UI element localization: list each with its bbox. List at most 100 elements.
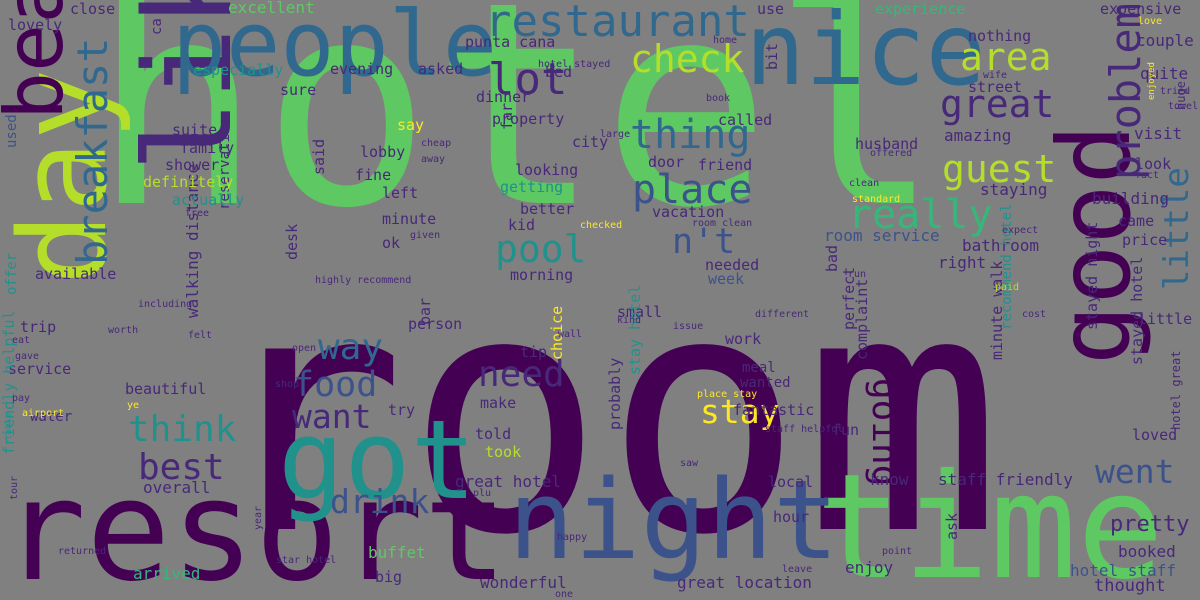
word: bad — [823, 244, 841, 272]
word: highly recommend — [315, 275, 412, 286]
word: problem — [1101, 2, 1150, 180]
word: felt — [188, 330, 213, 341]
word: issue — [673, 321, 704, 332]
word: look — [1135, 155, 1172, 173]
word: expect — [1002, 225, 1039, 236]
word: staff friendly — [938, 470, 1073, 489]
word: overall — [143, 478, 211, 497]
word: eat — [12, 335, 31, 346]
word: evening — [330, 60, 394, 78]
word: experience — [875, 0, 966, 18]
word: friend — [698, 156, 753, 174]
word: recommend hotel — [999, 203, 1015, 330]
word: need — [478, 354, 565, 395]
word: shop — [275, 379, 300, 390]
word: vacation — [652, 203, 725, 221]
word: little — [1157, 167, 1197, 290]
word: checked — [580, 220, 623, 231]
word: husband — [855, 135, 919, 153]
word: year — [253, 505, 264, 530]
word: fantastic — [733, 401, 815, 419]
word: clean — [849, 178, 880, 189]
word: said — [310, 138, 328, 175]
word: better — [520, 200, 575, 218]
word: room service — [824, 226, 940, 245]
word: breakfast — [68, 37, 117, 265]
word: work — [725, 330, 762, 348]
word: ye — [127, 400, 140, 411]
word: standard — [852, 194, 901, 205]
word: stay — [700, 392, 780, 431]
word: hour — [773, 508, 810, 526]
word: dinner — [476, 88, 531, 106]
word: tour — [9, 475, 20, 500]
word: needed — [705, 256, 760, 274]
word: asked — [418, 60, 464, 78]
word: couple — [1136, 31, 1194, 50]
word: bar — [416, 297, 434, 325]
word: bathroom — [962, 236, 1040, 255]
word: person — [408, 315, 463, 333]
word: n't — [672, 222, 736, 262]
word: actually — [172, 191, 245, 209]
word: pool — [495, 227, 587, 271]
word: book — [706, 93, 731, 104]
word: resort — [2, 450, 508, 600]
word: left — [382, 184, 419, 202]
word: fact — [1135, 170, 1160, 181]
word: beautiful — [125, 380, 207, 398]
word: staying — [980, 180, 1048, 199]
word: guest — [942, 147, 1057, 191]
word: came — [1118, 212, 1155, 230]
word: bed — [545, 63, 573, 81]
word: got — [278, 396, 477, 524]
word: available — [35, 265, 117, 283]
word: enjoyed — [1147, 62, 1157, 100]
word: hotel great — [1169, 350, 1183, 430]
word: cheap — [421, 138, 452, 149]
word: including — [138, 299, 193, 310]
word: offer — [4, 252, 20, 295]
word: service — [8, 360, 72, 378]
word: sure — [280, 81, 317, 99]
word: morning — [510, 266, 574, 284]
word: big — [375, 568, 403, 586]
word: looking — [515, 161, 579, 179]
word: shower — [165, 156, 220, 174]
word: pay — [12, 393, 31, 404]
word: great — [940, 82, 1055, 126]
word: people — [172, 0, 498, 97]
word: went — [1095, 452, 1175, 491]
word: close — [70, 0, 116, 18]
word: price — [1122, 231, 1168, 249]
word: hotel stayed — [538, 59, 611, 70]
word: returned — [58, 546, 107, 557]
word: getting — [500, 178, 564, 196]
word: plu — [473, 488, 492, 499]
word: booked — [1118, 542, 1176, 561]
word: pretty — [1110, 512, 1190, 537]
word: hotel — [92, 0, 941, 270]
word: quite — [1140, 64, 1189, 83]
word: far — [498, 102, 516, 130]
word: stay hotel — [626, 284, 644, 375]
word: thing — [630, 112, 751, 158]
word: family — [180, 139, 235, 157]
word: called — [718, 111, 773, 129]
word: hotel staff — [1070, 561, 1176, 580]
word: know — [870, 470, 909, 489]
word: little — [1138, 310, 1193, 328]
word: food — [293, 365, 378, 405]
word: fun — [832, 421, 860, 439]
word: bit — [763, 42, 781, 70]
word: meal — [742, 360, 776, 376]
word: buffet — [368, 543, 426, 562]
word: small — [617, 303, 663, 321]
word: especially — [193, 61, 284, 79]
word: thought — [1094, 576, 1166, 596]
word: ask — [943, 512, 961, 540]
word: say — [397, 116, 425, 134]
word: tip — [520, 343, 548, 361]
word: area — [960, 35, 1052, 79]
word: complaint — [853, 278, 871, 360]
